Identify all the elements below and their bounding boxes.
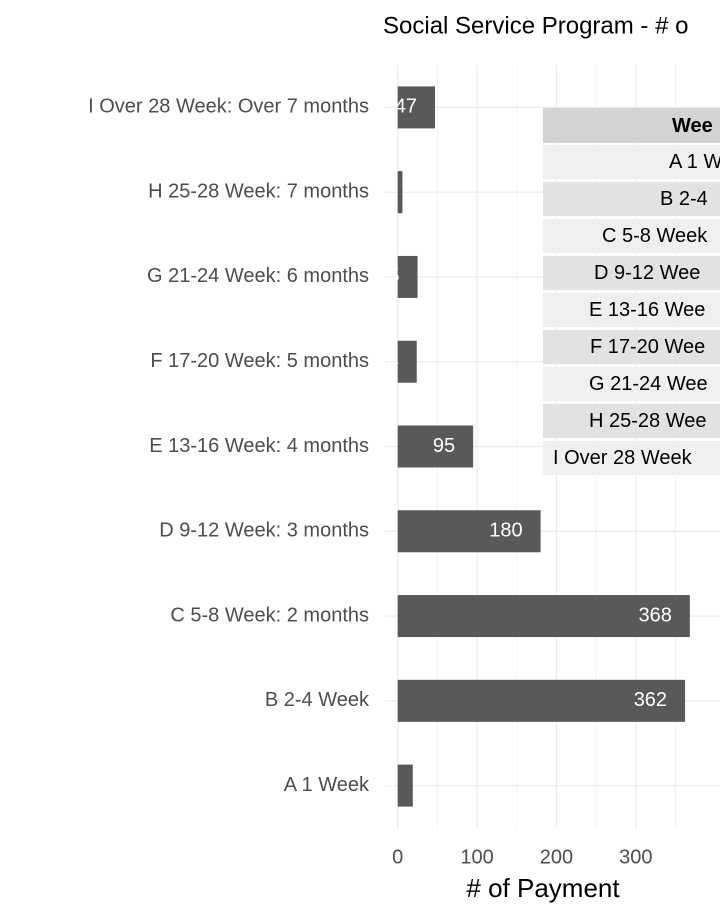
- table-row-bg: [543, 441, 720, 475]
- table-row-bg: [543, 182, 720, 216]
- bar: [397, 86, 436, 129]
- table-cell: I Over 28 Week: [553, 447, 693, 469]
- table-cell: A 1 W: [669, 151, 720, 173]
- table-row-bg: [543, 330, 720, 364]
- y-tick-label: E 13-16 Week: 4 months: [149, 435, 369, 457]
- table-cell: F 17-20 Wee: [590, 336, 705, 358]
- x-tick-label: 200: [540, 846, 573, 868]
- x-tick-label: 100: [460, 846, 493, 868]
- table-cell: C 5-8 Week: [602, 225, 708, 247]
- bar: [397, 679, 686, 722]
- y-tick-label: I Over 28 Week: Over 7 months: [88, 96, 369, 118]
- value-label: 368: [638, 604, 671, 626]
- table-header-bg: [543, 108, 720, 143]
- table-row-bg: [543, 145, 720, 179]
- bar: [397, 764, 413, 807]
- chart-title: Social Service Program - # o: [383, 12, 688, 39]
- table-row-bg: [543, 256, 720, 290]
- value-label: 362: [634, 689, 667, 711]
- bar: [397, 595, 690, 638]
- bar: [397, 171, 403, 214]
- table-cell: E 13-16 Wee: [589, 299, 705, 321]
- x-tick-label: 300: [619, 846, 652, 868]
- y-tick-label: B 2-4 Week: [265, 689, 370, 711]
- table-cell: D 9-12 Wee: [594, 262, 700, 284]
- table-cell: B 2-4: [660, 188, 708, 210]
- table-row-bg: [543, 293, 720, 327]
- x-axis-label: # of Payment: [466, 873, 620, 903]
- bar: [397, 340, 417, 383]
- table-cell: G 21-24 Wee: [589, 373, 708, 395]
- table-header: Wee: [672, 115, 713, 137]
- bar: [397, 425, 474, 468]
- bar: [397, 255, 418, 298]
- x-tick-label: 0: [392, 846, 403, 868]
- y-tick-label: H 25-28 Week: 7 months: [148, 180, 369, 202]
- table-row-bg: [543, 367, 720, 401]
- value-label: 47: [395, 96, 417, 118]
- y-tick-label: F 17-20 Week: 5 months: [150, 350, 369, 372]
- y-tick-label: G 21-24 Week: 6 months: [147, 265, 369, 287]
- panel-margin: [0, 65, 385, 828]
- value-label: 95: [433, 435, 455, 457]
- table-row-bg: [543, 404, 720, 438]
- y-tick-label: D 9-12 Week: 3 months: [159, 520, 369, 542]
- y-tick-label: C 5-8 Week: 2 months: [170, 604, 369, 626]
- table-cell: H 25-28 Wee: [589, 410, 706, 432]
- y-tick-label: A 1 Week: [284, 774, 370, 796]
- bar: [397, 510, 541, 553]
- value-label: 180: [489, 520, 522, 542]
- table-row-bg: [543, 219, 720, 253]
